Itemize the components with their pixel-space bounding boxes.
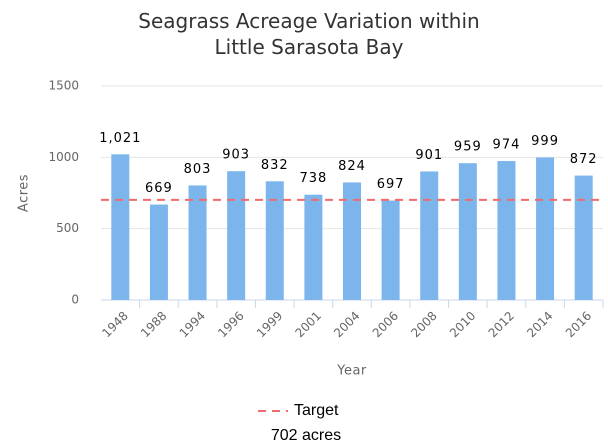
bar [536, 157, 555, 300]
data-label: 669 [145, 181, 173, 196]
data-label: 697 [377, 177, 405, 192]
x-tick-label: 1948 [99, 309, 130, 340]
x-tick-label: 1999 [254, 309, 285, 340]
x-tick-label: 2004 [331, 309, 362, 340]
x-tick-label: 2014 [524, 309, 555, 340]
y-tick-label: 1500 [48, 79, 79, 93]
bar [574, 175, 593, 300]
x-tick-label: 2008 [408, 309, 439, 340]
bar [458, 163, 477, 300]
bar [381, 200, 400, 300]
chart-title: Seagrass Acreage Variation within Little… [138, 9, 480, 59]
bar [111, 154, 130, 300]
bar [149, 204, 168, 300]
x-tick-label: 2016 [563, 309, 594, 340]
data-label: 803 [184, 162, 212, 177]
legend-label: Target [294, 402, 339, 419]
data-label: 999 [531, 134, 559, 149]
data-label: 903 [222, 148, 250, 163]
data-label: 738 [299, 171, 327, 186]
data-label: 872 [570, 152, 598, 167]
x-axis-label: Year [336, 364, 367, 379]
data-label: 901 [415, 148, 443, 163]
x-tick-label: 2006 [370, 309, 401, 340]
bar [188, 185, 207, 300]
x-tick-label: 2010 [447, 309, 478, 340]
bar [227, 171, 246, 300]
x-tick-label: 2001 [292, 309, 323, 340]
data-label: 1,021 [99, 131, 141, 146]
y-tick-label: 1000 [48, 150, 79, 164]
data-label: 959 [454, 140, 482, 155]
x-tick-label: 1994 [177, 309, 208, 340]
legend-label: 702 acres [271, 427, 341, 444]
bar [343, 182, 361, 300]
bar [497, 161, 516, 300]
bar [304, 194, 323, 300]
y-tick-label: 0 [71, 293, 79, 307]
x-tick-label: 1988 [138, 309, 169, 340]
x-tick-label: 2012 [486, 309, 517, 340]
y-tick-label: 500 [56, 221, 79, 235]
data-label: 974 [493, 138, 521, 153]
y-axis-label: Acres [17, 174, 32, 212]
bar [265, 181, 284, 300]
data-label: 824 [338, 159, 366, 174]
x-tick-label: 1996 [215, 309, 246, 340]
data-label: 832 [261, 158, 289, 173]
bar [420, 171, 439, 300]
